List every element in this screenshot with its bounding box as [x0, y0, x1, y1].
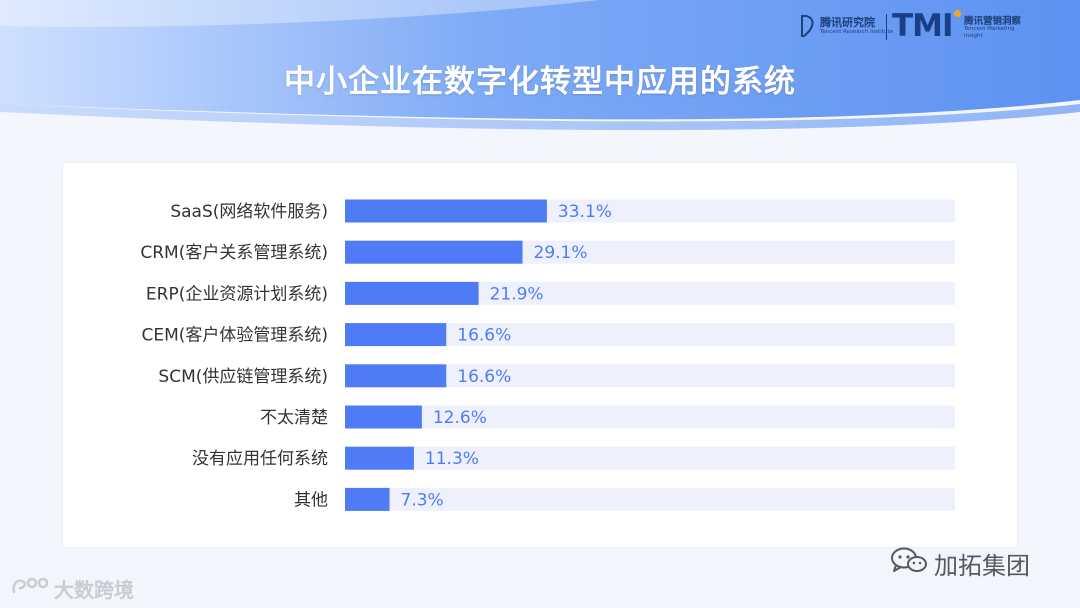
category-label: SaaS(网络软件服务)	[170, 202, 328, 222]
category-label: 不太清楚	[260, 408, 328, 428]
right-watermark-text: 加拓集团	[934, 552, 1030, 580]
watermark-logo-icon	[12, 577, 49, 594]
bar	[345, 405, 422, 429]
value-label: 12.6%	[433, 408, 487, 428]
institute-mark-icon	[801, 14, 814, 37]
wechat-icon	[891, 547, 927, 572]
institute-name: 腾讯研究院	[820, 16, 875, 29]
bar-track	[345, 364, 955, 388]
value-label: 7.3%	[401, 490, 444, 510]
slide-title: 中小企业在数字化转型中应用的系统	[284, 64, 796, 100]
left-watermark-text: 大数跨境	[54, 578, 134, 602]
value-label: 29.1%	[534, 243, 588, 263]
tencent-research-institute-logo: 腾讯研究院 Tencent Research Institute	[800, 12, 893, 42]
bar	[345, 199, 547, 223]
bar-track	[345, 487, 955, 511]
bar	[345, 281, 479, 305]
institute-sub: Tencent Research Institute	[820, 29, 893, 35]
tmi-sub: Tencent Marketing Insight	[964, 26, 1015, 39]
category-label: 其他	[294, 490, 328, 510]
bar	[345, 487, 390, 511]
tmi-dot-icon	[954, 10, 961, 17]
tmi-logo-mark: TMI	[892, 8, 954, 44]
bar-track	[345, 323, 955, 347]
bar-track	[345, 281, 955, 305]
bar-track	[345, 405, 955, 429]
bar	[345, 446, 414, 470]
category-label: CEM(客户体验管理系统)	[141, 326, 328, 346]
value-label: 16.6%	[457, 367, 511, 387]
tmi-name: 腾讯营销洞察	[964, 16, 1022, 27]
value-label: 11.3%	[425, 449, 479, 469]
logo-divider	[886, 14, 887, 40]
value-label: 33.1%	[558, 202, 612, 222]
value-label: 16.6%	[457, 326, 511, 346]
bar	[345, 364, 447, 388]
bar-track	[345, 446, 955, 470]
bar	[345, 323, 447, 347]
value-label: 21.9%	[490, 284, 544, 304]
category-label: 没有应用任何系统	[192, 449, 328, 469]
category-label: ERP(企业资源计划系统)	[146, 284, 328, 304]
category-label: SCM(供应链管理系统)	[158, 367, 328, 387]
chart-card	[62, 162, 1018, 548]
header-logos: 腾讯研究院 Tencent Research Institute TMI 腾讯营…	[800, 8, 1040, 44]
bar	[345, 240, 523, 264]
category-label: CRM(客户关系管理系统)	[140, 243, 328, 263]
